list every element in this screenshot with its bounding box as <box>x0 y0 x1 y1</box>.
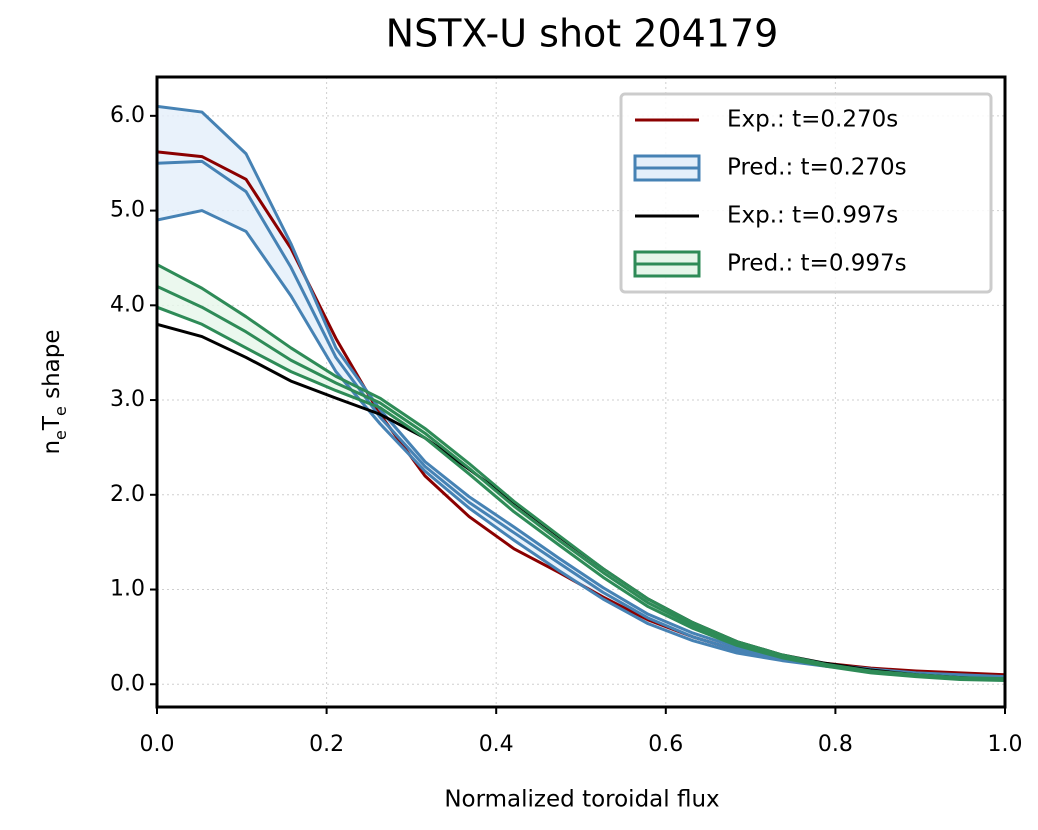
series-line <box>157 322 1005 682</box>
y-axis-label-part: shape <box>39 329 65 406</box>
x-tick-label: 0.4 <box>479 732 514 757</box>
series-line <box>157 285 1005 682</box>
axes-frame <box>155 75 1007 709</box>
y-tick-label: 5.0 <box>110 198 145 223</box>
x-tick-label: 0.6 <box>648 732 683 757</box>
series-layer <box>157 104 1005 682</box>
x-tick-label: 0.0 <box>140 732 175 757</box>
chart-title: NSTX-U shot 204179 <box>386 12 779 56</box>
y-tick-label: 1.0 <box>110 577 145 602</box>
y-axis-label-part: e <box>51 406 70 416</box>
band-upper-line <box>157 263 1005 681</box>
y-tick-label: 3.0 <box>110 387 145 412</box>
y-axis-label-part: e <box>51 430 70 440</box>
x-tick-label: 0.8 <box>818 732 853 757</box>
y-axis-label-part: n <box>39 440 65 455</box>
x-tick-label: 0.2 <box>309 732 344 757</box>
legend-frame <box>619 92 993 294</box>
legend: Exp.: t=0.270s Pred.: t=0.270s Exp.: t=0.9… <box>619 92 993 294</box>
legend-label: Exp.: t=0.997s <box>727 203 898 229</box>
y-tick-label: 4.0 <box>110 292 145 317</box>
y-tick-label: 2.0 <box>110 482 145 507</box>
y-tick-label: 0.0 <box>110 671 145 696</box>
uncertainty-band <box>157 264 1005 681</box>
x-axis-label: Normalized toroidal flux <box>444 787 719 813</box>
y-axis-label: neTe shape <box>39 329 71 454</box>
y-axis-label-part: T <box>39 415 65 431</box>
legend-label: Pred.: t=0.270s <box>727 155 907 181</box>
uncertainty-band <box>157 106 1005 679</box>
legend-label: Pred.: t=0.997s <box>727 251 907 277</box>
y-tick-label: 6.0 <box>110 103 145 128</box>
x-tick-label: 1.0 <box>988 732 1023 757</box>
legend-label: Exp.: t=0.270s <box>727 107 898 133</box>
